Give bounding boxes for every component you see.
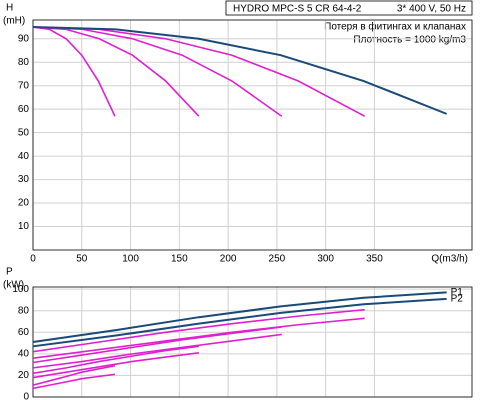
y-tick-label: 60	[18, 327, 30, 338]
x-tick-label: 250	[269, 254, 286, 265]
y-tick-label: 10	[18, 221, 30, 232]
y-tick-label: 20	[18, 198, 30, 209]
y-tick-label: 0	[23, 392, 29, 400]
x-tick-label: 0	[30, 254, 36, 265]
plot-frame	[32, 19, 473, 251]
curve	[32, 308, 365, 353]
y-tick-label: 100	[12, 284, 29, 295]
curve	[32, 317, 365, 359]
y-axis-unit: (mH)	[3, 16, 25, 27]
legend-label: P2	[451, 294, 464, 305]
curve	[32, 26, 448, 115]
y-tick-label: 40	[18, 151, 30, 162]
annotation: Плотность = 1000 kg/m3	[353, 35, 466, 46]
annotation: Потеря в фитингах и клапанах	[324, 21, 466, 33]
curve	[32, 26, 366, 117]
y-tick-label: 50	[18, 127, 30, 138]
title-box	[225, 0, 473, 16]
y-tick-label: 80	[18, 57, 30, 68]
curve	[32, 26, 116, 117]
x-tick-label: 50	[76, 254, 88, 265]
y-tick-label: 60	[18, 104, 30, 115]
y-axis-label: P	[6, 267, 13, 278]
curve	[32, 26, 283, 117]
x-axis-label: Q(m3/h)	[431, 254, 468, 265]
chart-subtitle: 3* 400 V, 50 Hz	[397, 4, 466, 15]
curve	[32, 364, 116, 386]
curve	[32, 333, 282, 369]
y-axis-label: H	[6, 3, 13, 14]
curve	[32, 345, 199, 375]
x-tick-label: 150	[171, 254, 188, 265]
curve	[32, 291, 447, 343]
curve	[32, 326, 282, 364]
curve	[32, 297, 447, 348]
curve	[32, 351, 199, 379]
y-tick-label: 70	[18, 80, 30, 91]
curve	[32, 373, 116, 390]
x-tick-label: 100	[122, 254, 139, 265]
y-tick-label: 90	[18, 33, 30, 44]
y-tick-label: 20	[18, 370, 30, 381]
y-axis-unit: (kW)	[3, 280, 24, 291]
legend-label: P1	[451, 287, 464, 298]
x-tick-label: 300	[317, 254, 334, 265]
y-tick-label: 40	[18, 349, 30, 360]
y-tick-label: 30	[18, 174, 30, 185]
x-tick-label: 350	[366, 254, 383, 265]
chart-title: HYDRO MPC-S 5 CR 64-4-2	[233, 4, 362, 15]
x-tick-label: 200	[220, 254, 237, 265]
y-tick-label: 80	[18, 305, 30, 316]
